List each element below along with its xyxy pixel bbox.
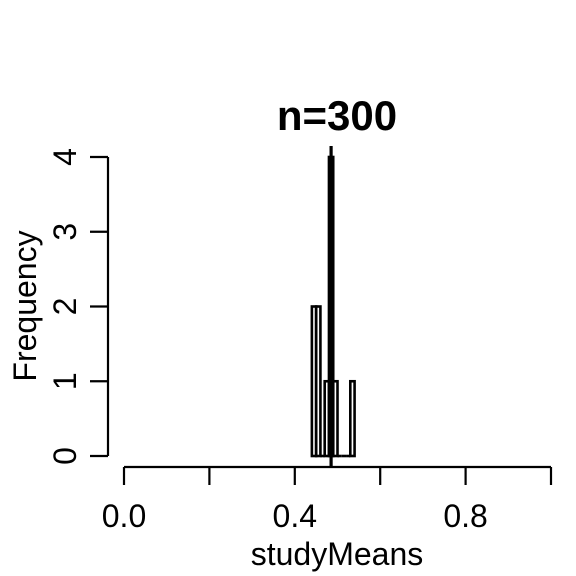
y-tick-label: 1 (47, 372, 83, 390)
x-tick-label: 0.4 (273, 498, 317, 534)
histogram-bar (331, 379, 339, 458)
histogram-bar (349, 379, 356, 458)
y-axis: 0 1 2 3 4 (47, 148, 110, 465)
x-tick-label: 0.0 (102, 498, 146, 534)
y-tick-label: 4 (47, 148, 83, 166)
histogram-bars (310, 155, 356, 458)
y-tick-label: 2 (47, 298, 83, 316)
y-tick-label: 0 (47, 447, 83, 465)
y-axis-label: Frequency (7, 230, 43, 381)
histogram-bar (314, 305, 322, 458)
chart-title: n=300 (277, 92, 397, 139)
x-tick-label: 0.8 (443, 498, 487, 534)
x-axis-label: studyMeans (251, 536, 424, 572)
x-axis: 0.0 0.4 0.8 (102, 465, 553, 534)
y-tick-label: 3 (47, 223, 83, 241)
